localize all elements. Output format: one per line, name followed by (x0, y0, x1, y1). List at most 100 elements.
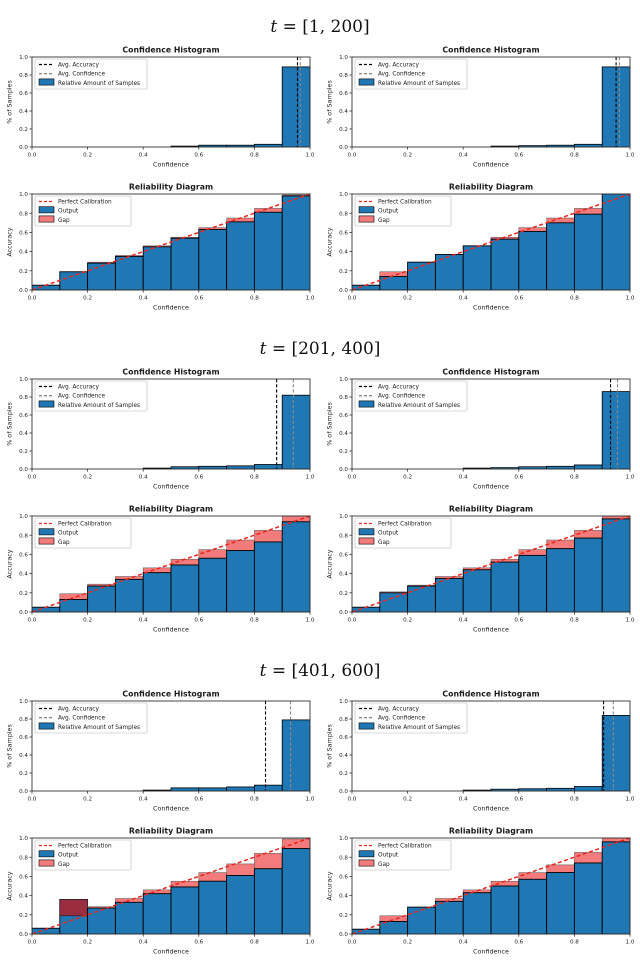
svg-text:0.0: 0.0 (19, 145, 28, 151)
svg-text:Perfect Calibration: Perfect Calibration (378, 200, 432, 206)
svg-text:Gap: Gap (58, 218, 70, 224)
svg-text:0.0: 0.0 (348, 296, 357, 302)
svg-text:Avg. Accuracy: Avg. Accuracy (58, 63, 99, 69)
svg-text:0.8: 0.8 (19, 395, 28, 401)
svg-text:0.2: 0.2 (403, 618, 412, 624)
svg-text:Confidence Histogram: Confidence Histogram (442, 690, 539, 699)
confidence_histogram-svg: 0.00.0 0.2 0.2 0.4 0.4 0.6 0.6 0.8 0.8 1.0 1.0 Conf… (326, 368, 635, 491)
svg-text:1.0: 1.0 (339, 192, 348, 198)
svg-text:0.0: 0.0 (19, 610, 28, 616)
svg-text:Reliability Diagram: Reliability Diagram (449, 183, 533, 192)
svg-text:0.6: 0.6 (514, 797, 523, 803)
svg-text:0.8: 0.8 (250, 296, 259, 302)
section-title: t = [201, 400] (0, 336, 640, 362)
svg-text:1.0: 1.0 (339, 836, 348, 842)
reliability-diagram-left: 0.0 0.0 0.2 0.2 0.4 0.4 0.6 0.6 0.8 0.8 1.0 1.0 Conf… (4, 825, 316, 960)
svg-text:1.0: 1.0 (19, 377, 28, 383)
svg-text:Perfect Calibration: Perfect Calibration (378, 844, 432, 850)
svg-text:1.0: 1.0 (626, 153, 634, 159)
svg-text:0.0: 0.0 (28, 296, 37, 302)
svg-text:0.4: 0.4 (19, 572, 28, 578)
svg-text:0.4: 0.4 (139, 153, 148, 159)
confidence-histogram-left: 0.0 0.0 0.2 0.2 0.4 0.4 0.6 0.6 0.8 0.8 1.0 1.0 Conf… (4, 366, 316, 495)
svg-text:1.0: 1.0 (19, 192, 28, 198)
svg-text:0.0: 0.0 (348, 153, 357, 159)
svg-text:0.2: 0.2 (19, 449, 28, 455)
svg-text:0.0: 0.0 (339, 789, 348, 795)
confidence-histogram-right: 0.0 0.0 0.2 0.2 0.4 0.4 0.6 0.6 0.8 0.8 1.0 1.0 Conf… (324, 688, 636, 817)
svg-text:0.0: 0.0 (28, 940, 37, 946)
svg-text:0.0: 0.0 (28, 153, 37, 159)
section-title-var: t (259, 661, 267, 681)
svg-text:Confidence: Confidence (153, 483, 189, 491)
svg-text:Avg. Accuracy: Avg. Accuracy (58, 385, 99, 391)
svg-text:Gap: Gap (378, 218, 390, 224)
svg-text:0.0: 0.0 (19, 288, 28, 294)
reliability_diagram-svg: 0.00.0 0.2 0.2 0.4 0.4 0.6 0.6 0.8 0.8 1.0 1.0 Conf… (326, 827, 635, 956)
svg-text:0.8: 0.8 (250, 153, 259, 159)
svg-text:1.0: 1.0 (306, 618, 314, 624)
svg-text:Confidence: Confidence (473, 805, 509, 813)
reliability_diagram-svg: 0.00.0 0.2 0.2 0.4 0.4 0.6 0.6 0.8 0.8 1.0 1.0 Conf… (6, 183, 315, 312)
svg-text:Perfect Calibration: Perfect Calibration (58, 522, 112, 528)
svg-text:0.2: 0.2 (19, 269, 28, 275)
svg-text:Output: Output (378, 209, 399, 215)
svg-text:0.0: 0.0 (348, 475, 357, 481)
svg-text:0.8: 0.8 (250, 618, 259, 624)
confidence_histogram-svg: 0.00.0 0.2 0.2 0.4 0.4 0.6 0.6 0.8 0.8 1.0 1.0 Conf… (6, 368, 315, 491)
svg-text:0.8: 0.8 (19, 533, 28, 539)
svg-text:0.6: 0.6 (194, 296, 203, 302)
svg-text:1.0: 1.0 (306, 153, 314, 159)
svg-text:0.2: 0.2 (339, 591, 348, 597)
svg-text:0.2: 0.2 (339, 269, 348, 275)
svg-text:0.0: 0.0 (19, 932, 28, 938)
section-t-401-600: t = [401, 600] 0.0 0.0 0.2 0.2 0.4 0.4 0.6 0.6 0… (0, 658, 640, 960)
svg-text:1.0: 1.0 (626, 940, 634, 946)
svg-text:0.2: 0.2 (83, 475, 92, 481)
svg-text:0.8: 0.8 (19, 211, 28, 217)
svg-text:0.4: 0.4 (339, 894, 348, 900)
svg-text:% of Samples: % of Samples (6, 80, 14, 124)
svg-text:Confidence: Confidence (473, 483, 509, 491)
svg-text:Relative Amount of Samples: Relative Amount of Samples (378, 725, 460, 731)
svg-text:Output: Output (378, 853, 399, 859)
charts-grid: 0.0 0.0 0.2 0.2 0.4 0.4 0.6 0.6 0.8 0.8 1.0 1.0 Conf… (0, 366, 640, 638)
confidence-histogram-left: 0.0 0.0 0.2 0.2 0.4 0.4 0.6 0.6 0.8 0.8 1.0 1.0 Conf… (4, 44, 316, 173)
svg-text:% of Samples: % of Samples (326, 724, 334, 768)
svg-text:Gap: Gap (58, 540, 70, 546)
svg-text:0.6: 0.6 (514, 618, 523, 624)
svg-text:1.0: 1.0 (626, 296, 634, 302)
svg-text:0.6: 0.6 (339, 875, 348, 881)
svg-text:Gap: Gap (378, 540, 390, 546)
section-t-201-400: t = [201, 400] 0.0 0.0 0.2 0.2 0.4 0.4 0.6 0.6 0… (0, 336, 640, 638)
svg-text:0.8: 0.8 (339, 395, 348, 401)
svg-text:Avg. Confidence: Avg. Confidence (58, 72, 105, 78)
svg-text:0.8: 0.8 (250, 797, 259, 803)
svg-text:0.4: 0.4 (459, 940, 468, 946)
svg-text:0.4: 0.4 (19, 109, 28, 115)
svg-text:0.6: 0.6 (339, 413, 348, 419)
reliability-diagram-right: 0.0 0.0 0.2 0.2 0.4 0.4 0.6 0.6 0.8 0.8 1.0 1.0 Conf… (324, 181, 636, 316)
svg-text:0.4: 0.4 (139, 797, 148, 803)
svg-text:Perfect Calibration: Perfect Calibration (58, 844, 112, 850)
svg-text:0.2: 0.2 (83, 153, 92, 159)
svg-text:0.4: 0.4 (139, 618, 148, 624)
svg-text:0.4: 0.4 (339, 109, 348, 115)
svg-text:Accuracy: Accuracy (6, 871, 14, 900)
reliability_diagram-svg: 0.00.0 0.2 0.2 0.4 0.4 0.6 0.6 0.8 0.8 1.0 1.0 Conf… (6, 827, 315, 956)
svg-text:Accuracy: Accuracy (326, 549, 334, 578)
confidence-histogram-right: 0.0 0.0 0.2 0.2 0.4 0.4 0.6 0.6 0.8 0.8 1.0 1.0 Conf… (324, 366, 636, 495)
svg-text:0.4: 0.4 (19, 250, 28, 256)
svg-text:0.8: 0.8 (339, 855, 348, 861)
svg-text:0.4: 0.4 (459, 475, 468, 481)
svg-text:1.0: 1.0 (306, 797, 314, 803)
reliability-diagram-left: 0.0 0.0 0.2 0.2 0.4 0.4 0.6 0.6 0.8 0.8 1.0 1.0 Conf… (4, 181, 316, 316)
svg-text:0.8: 0.8 (570, 475, 579, 481)
confidence_histogram-svg: 0.00.0 0.2 0.2 0.4 0.4 0.6 0.6 0.8 0.8 1.0 1.0 Conf… (6, 690, 315, 813)
svg-text:0.6: 0.6 (514, 153, 523, 159)
svg-text:Confidence: Confidence (153, 161, 189, 169)
svg-text:0.4: 0.4 (459, 618, 468, 624)
svg-text:Avg. Accuracy: Avg. Accuracy (378, 63, 419, 69)
svg-text:1.0: 1.0 (339, 55, 348, 61)
svg-text:Accuracy: Accuracy (326, 227, 334, 256)
